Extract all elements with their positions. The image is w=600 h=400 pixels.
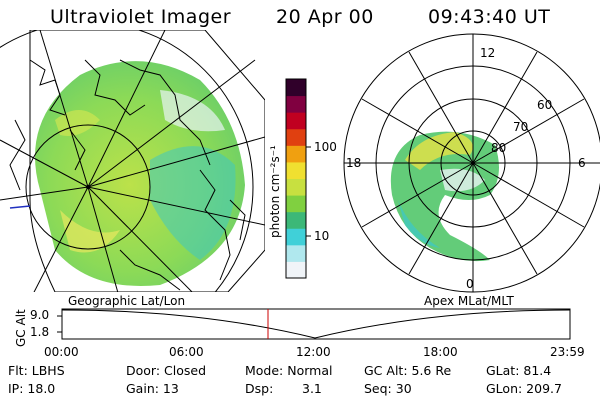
dsp-label: Dsp:: [245, 381, 274, 396]
colorbar-segment: [286, 161, 306, 179]
colorbar-tick-10: 10: [314, 229, 330, 243]
gain-status: Gain: 13: [126, 381, 179, 396]
pole-marker: [86, 185, 90, 189]
altitude-ytick-1_8: 1.8: [30, 325, 50, 339]
colorbar-segment: [286, 211, 306, 229]
colorbar-segment: [286, 261, 306, 279]
altitude-ylabel: GC Alt: [14, 309, 28, 347]
mlat-label-70: 70: [513, 120, 529, 134]
apex-polar-plot: [343, 33, 600, 293]
mlat-label-60: 60: [537, 98, 553, 112]
glon-status: GLon: 209.7: [486, 381, 562, 396]
colorbar-segment: [286, 112, 306, 130]
mlat-label-80: 80: [491, 141, 507, 155]
gc-alt-status: GC Alt: 5.6 Re: [364, 363, 452, 378]
apex-caption: Apex MLat/MLT: [424, 294, 514, 308]
altitude-xtick-1200: 12:00: [296, 345, 331, 359]
colorbar-segment: [286, 128, 306, 146]
geographic-map: [0, 30, 265, 292]
altitude-xtick-1800: 18:00: [423, 345, 458, 359]
altitude-xtick-2359: 23:59: [550, 345, 585, 359]
altitude-xtick-0000: 00:00: [44, 345, 79, 359]
door-status: Door: Closed: [126, 363, 207, 378]
geographic-caption: Geographic Lat/Lon: [68, 294, 186, 308]
mlt-label-12: 12: [480, 46, 496, 60]
latlon-grid: [0, 30, 265, 292]
ip-status: IP: 18.0: [8, 381, 56, 396]
color-bar: [285, 78, 311, 279]
mlt-label-18: 18: [346, 156, 362, 170]
glat-status: GLat: 81.4: [486, 363, 552, 378]
filter-status: Flt: LBHS: [8, 363, 65, 378]
seq-status: Seq: 30: [364, 381, 412, 396]
dsp-value: 3.1: [302, 381, 322, 396]
colorbar-segment: [286, 195, 306, 213]
date-label: 20 Apr 00: [276, 6, 374, 28]
mlt-label-0: 0: [466, 277, 474, 291]
colorbar-segment: [286, 228, 306, 246]
altitude-curve: [61, 309, 571, 339]
colorbar-tick-100: 100: [314, 140, 337, 154]
colorbar-segment: [286, 95, 306, 113]
colorbar-segment: [286, 244, 306, 262]
altitude-xtick-0600: 06:00: [169, 345, 204, 359]
instrument-title: Ultraviolet Imager: [50, 6, 232, 28]
altitude-ytick-9: 9.0: [30, 308, 50, 322]
colorbar-segment: [286, 145, 306, 163]
colorbar-unit-label: photon cm⁻²s⁻¹: [268, 145, 282, 238]
mlt-label-6: 6: [578, 156, 586, 170]
mode-status: Mode: Normal: [245, 363, 333, 378]
time-label: 09:43:40 UT: [428, 6, 551, 28]
colorbar-segment: [286, 79, 306, 97]
colorbar-segment: [286, 178, 306, 196]
altitude-plot: [57, 308, 571, 340]
